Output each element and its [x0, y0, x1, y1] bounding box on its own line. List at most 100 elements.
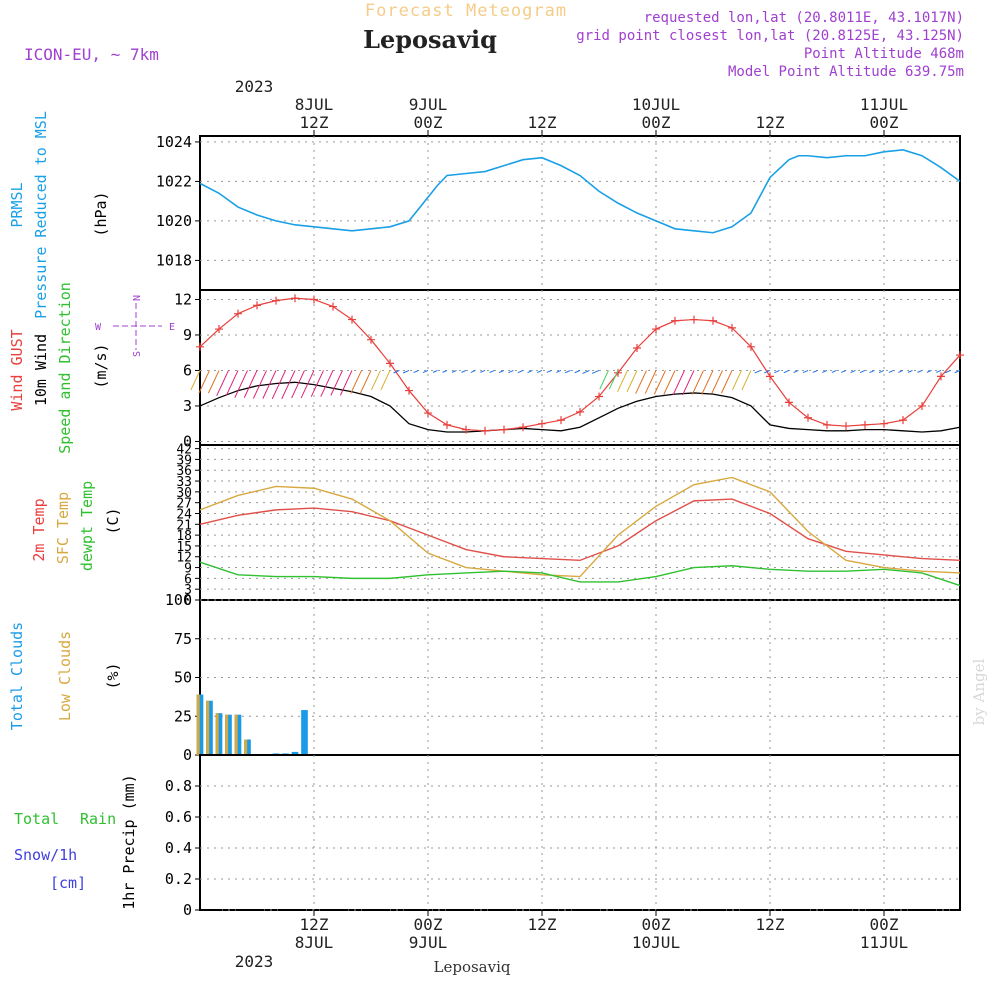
- wind-arrow: [691, 370, 704, 395]
- wind-arrow: [380, 370, 391, 391]
- gust-marker: [253, 301, 261, 310]
- wind-arrow: [812, 369, 818, 373]
- wind-arrow: [198, 370, 210, 394]
- y-tick-label: 100: [165, 591, 192, 609]
- gust-marker: [842, 422, 850, 431]
- gust-marker: [956, 351, 964, 360]
- clouds-unit: (%): [104, 662, 122, 689]
- gust-marker: [671, 316, 679, 325]
- wind-arrow: [626, 370, 638, 392]
- wind-arrow: [731, 370, 742, 391]
- y-tick-label: 36: [176, 464, 192, 479]
- low-cloud-bar: [244, 739, 248, 755]
- bottom-hour-label: 00Z: [642, 915, 671, 934]
- bottom-hour-label: 00Z: [414, 915, 443, 934]
- wind-arrow: [653, 370, 666, 395]
- wind-arrow: [591, 369, 600, 374]
- y-tick-label: 50: [174, 669, 192, 687]
- gust-marker: [728, 323, 736, 332]
- wind-arrow: [281, 370, 296, 400]
- location-title: Leposaviq: [363, 25, 497, 54]
- wind-arrow: [608, 370, 619, 390]
- bottom-hour-label: 12Z: [528, 915, 557, 934]
- wind-panel: 0 3 6 9 12: [174, 289, 964, 450]
- y-tick-label: 6: [184, 572, 192, 587]
- y-tick-label: 1020: [156, 212, 192, 230]
- wind-arrow: [480, 369, 486, 373]
- y-tick-label: 18: [176, 529, 192, 544]
- wind-arrow: [310, 370, 324, 397]
- bottom-hour-label: 12Z: [756, 915, 785, 934]
- wind-arrow: [644, 370, 657, 394]
- gust-marker: [747, 342, 755, 351]
- compass-icon: N S W E: [95, 295, 175, 357]
- total-cloud-bar: [234, 714, 242, 755]
- wind-arrow: [413, 369, 419, 374]
- y-tick-label: 0: [184, 594, 192, 609]
- wind-arrow: [574, 369, 581, 374]
- wind-arrow: [917, 369, 923, 373]
- y-tick-label: 3: [184, 583, 192, 598]
- wind-arrow: [793, 369, 799, 374]
- y-tick-label: 75: [174, 630, 192, 648]
- wind-arrow: [711, 370, 723, 394]
- wind-arrow: [402, 369, 410, 374]
- wind-arrow: [216, 370, 229, 397]
- top-hour-label: 00Z: [414, 113, 443, 132]
- gust-marker: [310, 295, 318, 304]
- wind-arrow: [207, 370, 220, 394]
- wind-arrow: [663, 370, 676, 395]
- y-tick-label: 1024: [156, 133, 192, 151]
- wind-arrow: [470, 369, 476, 373]
- gust-marker: [215, 325, 223, 334]
- y-tick-label: 0.8: [165, 777, 192, 795]
- dewpt-label: dewpt Temp: [78, 481, 96, 571]
- prmsl-label: PRMSL: [8, 182, 26, 227]
- gust-marker: [576, 407, 584, 416]
- wind-arrow: [291, 370, 305, 399]
- y-tick-label: 0.2: [165, 870, 192, 888]
- low-cloud-bar: [196, 694, 200, 755]
- model-label: ICON-EU, ~ 7km: [24, 45, 159, 64]
- wind-arrow: [672, 370, 685, 396]
- low-cloud-bar: [206, 700, 210, 755]
- top-date-label: 11JUL: [860, 95, 908, 114]
- wind-arrow: [252, 370, 267, 399]
- t2m-label: 2m Temp: [30, 498, 48, 561]
- wind-speed-line: [199, 381, 961, 433]
- model-point-altitude: Model Point Altitude 639.75m: [728, 64, 964, 80]
- y-tick-label: 12: [176, 551, 192, 566]
- wind-arrow: [944, 369, 951, 374]
- gust-marker: [899, 416, 907, 425]
- gust-marker: [443, 420, 451, 429]
- gust-marker: [918, 401, 926, 410]
- top-date-label: 10JUL: [632, 95, 680, 114]
- total-cloud-bar: [301, 710, 308, 755]
- bottom-date-label: 10JUL: [632, 933, 680, 952]
- wind-arrow: [682, 370, 695, 396]
- gust-marker: [633, 343, 641, 352]
- wind-arrow: [754, 369, 761, 374]
- y-tick-label: 25: [174, 707, 192, 725]
- compass-s: S: [132, 351, 143, 357]
- top-hour-label: 12Z: [756, 113, 785, 132]
- sfc-temp-label: SFC Temp: [54, 492, 72, 564]
- gust-marker: [595, 392, 603, 401]
- gust-marker: [861, 420, 869, 429]
- wind-arrow: [432, 369, 438, 373]
- wind-arrow: [774, 369, 780, 374]
- gust-marker: [823, 420, 831, 429]
- compass-w: W: [95, 322, 102, 333]
- bottom-date-label: 11JUL: [860, 933, 908, 952]
- total-clouds-label: Total Clouds: [8, 622, 26, 730]
- gust-marker: [785, 398, 793, 407]
- wind-arrow: [350, 370, 362, 394]
- wind-arrow: [850, 369, 856, 374]
- wind-arrow: [741, 370, 752, 391]
- bottom-date-label: 8JUL: [295, 933, 334, 952]
- y-tick-label: 0: [183, 432, 192, 450]
- wind-arrow: [393, 369, 400, 374]
- gust-marker: [690, 315, 698, 324]
